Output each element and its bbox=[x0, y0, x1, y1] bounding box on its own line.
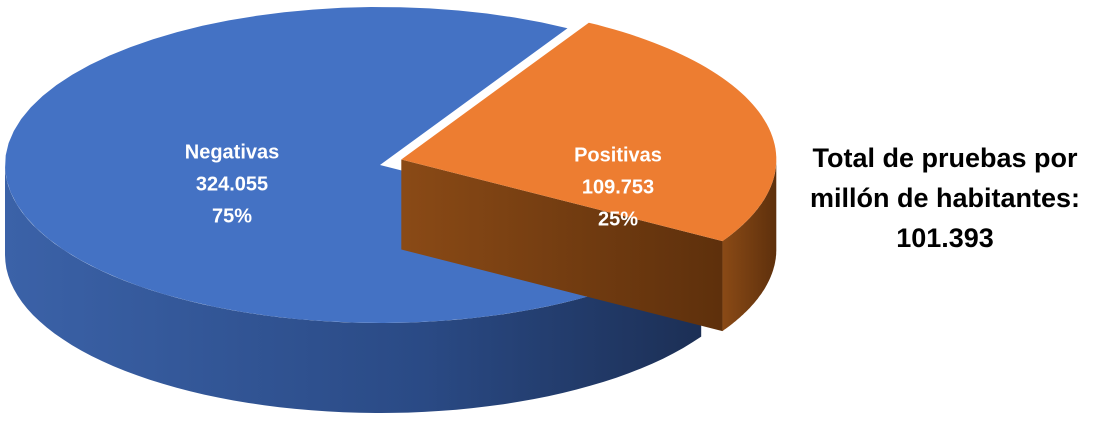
annotation-value: 101.393 bbox=[896, 223, 994, 253]
annotation-line: millón de habitantes: bbox=[810, 183, 1080, 213]
slice-label: Negativas bbox=[185, 141, 280, 163]
slice-percent: 25% bbox=[598, 208, 638, 230]
slice-side bbox=[722, 159, 777, 332]
annotation-line: Total de pruebas por bbox=[812, 143, 1078, 173]
slice-face bbox=[401, 159, 723, 332]
slice-label: Positivas bbox=[574, 144, 662, 166]
slice bbox=[401, 22, 777, 242]
slice-percent: 75% bbox=[212, 205, 252, 227]
slice-value: 324.055 bbox=[196, 173, 268, 195]
slice-value: 109.753 bbox=[582, 176, 654, 198]
slice-side bbox=[5, 165, 702, 413]
